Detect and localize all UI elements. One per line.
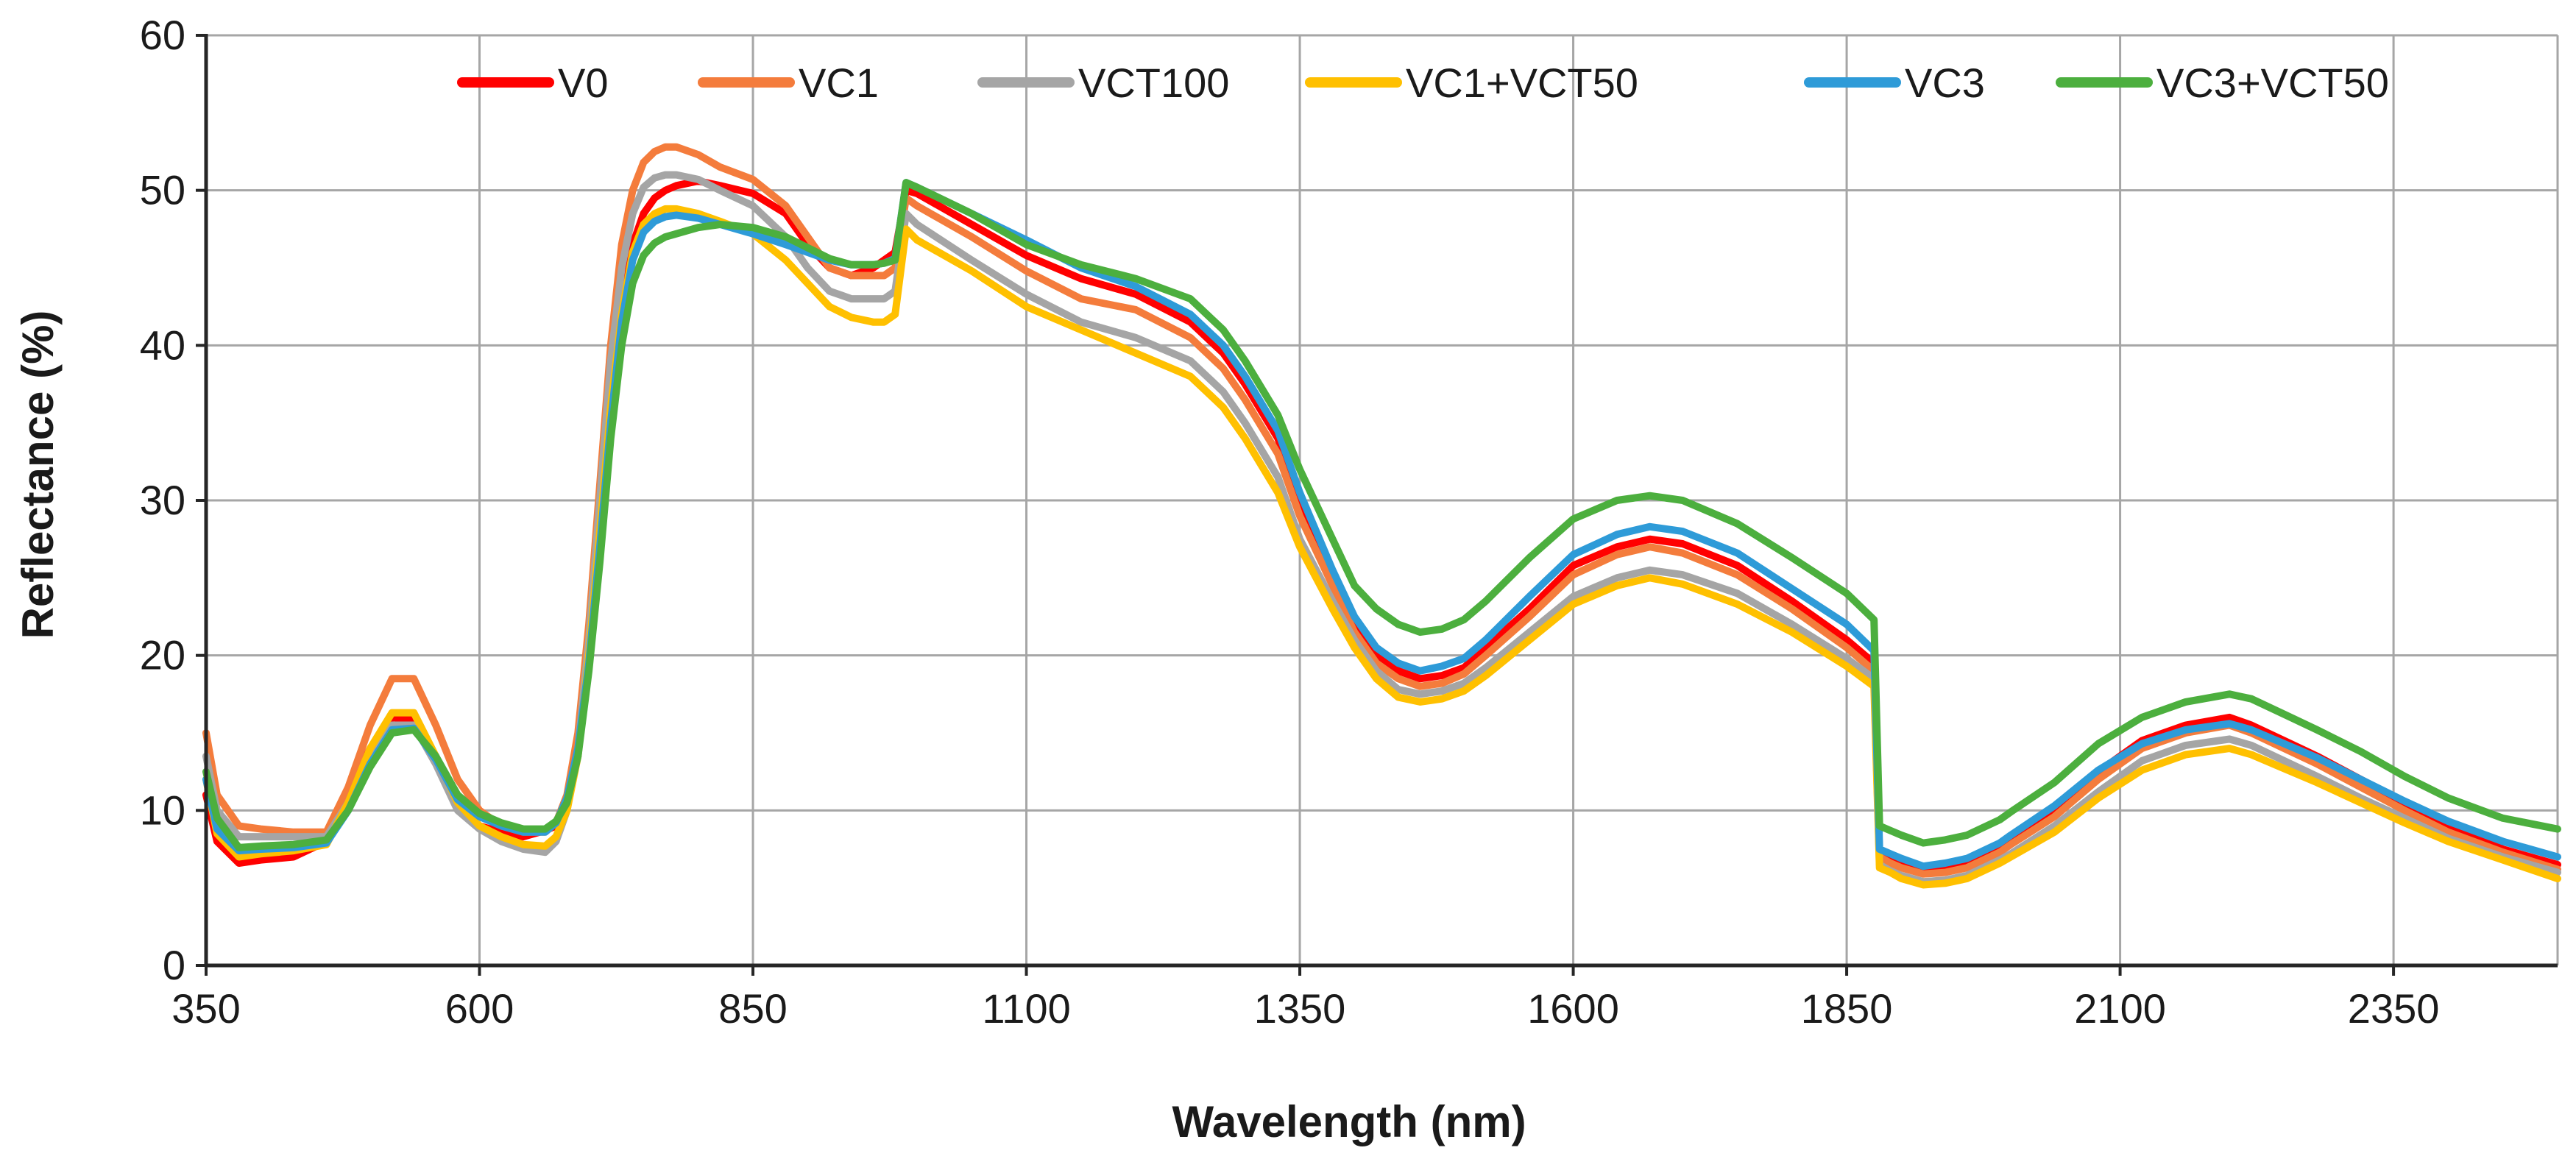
legend-label-v0: V0: [558, 60, 609, 106]
legend-label-vc3: VC3: [1905, 60, 1985, 106]
x-tick-label: 600: [445, 985, 514, 1032]
legend-label-vct100: VCT100: [1078, 60, 1229, 106]
series-line-vc3: [202, 179, 2561, 871]
series-line-vc3-vct50: [202, 179, 2561, 851]
series-line-v0: [202, 177, 2561, 876]
x-tick-label: 2100: [2074, 985, 2166, 1032]
x-tick-label: 1850: [1801, 985, 1893, 1032]
x-axis-title: Wavelength (nm): [1172, 1097, 1526, 1146]
x-tick-label: 850: [718, 985, 787, 1032]
series-line-vc1: [202, 143, 2561, 878]
axes: [196, 34, 2558, 976]
x-tick-label: 350: [171, 985, 240, 1032]
y-tick-label: 0: [163, 942, 185, 988]
y-tick-label: 60: [140, 12, 185, 58]
series-lines: [202, 143, 2561, 889]
x-tick-label: 1100: [982, 985, 1070, 1032]
y-tick-label: 50: [140, 167, 185, 213]
x-tick-label: 2350: [2348, 985, 2440, 1032]
y-axis-title: Reflectance (%): [13, 311, 63, 639]
legend-label-vc3-vct50: VC3+VCT50: [2156, 60, 2389, 106]
series-line-vct100: [202, 171, 2561, 886]
legend-label-vc1-vct50: VC1+VCT50: [1406, 60, 1638, 106]
x-tick-label: 1350: [1254, 985, 1346, 1032]
y-tick-label: 30: [140, 477, 185, 523]
y-tick-label: 40: [140, 322, 185, 368]
legend-label-vc1: VC1: [799, 60, 879, 106]
legend: V0 VC1 VCT100 VC1+VCT50 VC3 VC3+VCT50: [457, 60, 2389, 106]
x-tick-label: 1600: [1527, 985, 1619, 1032]
tick-labels: 0 10 20 30 40 50 60 350 600 850 1100 1350 1600 1850 21…: [140, 12, 2440, 1032]
y-tick-label: 10: [140, 787, 185, 833]
series-line-vc1-vct50: [202, 205, 2561, 889]
y-tick-label: 20: [140, 632, 185, 678]
